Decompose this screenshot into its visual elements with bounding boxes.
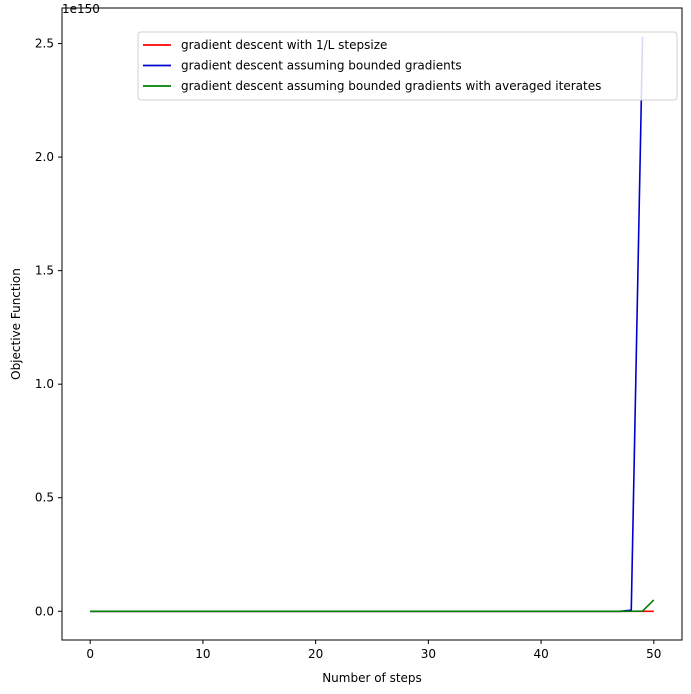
x-tick-label: 50 bbox=[646, 647, 661, 661]
legend-entry-1: gradient descent assuming bounded gradie… bbox=[181, 59, 462, 73]
plot-background bbox=[62, 8, 682, 640]
y-tick-label: 0.0 bbox=[35, 604, 54, 618]
y-tick-label: 2.5 bbox=[35, 37, 54, 51]
x-axis-label: Number of steps bbox=[322, 671, 422, 685]
x-axis-ticks: 0 10 20 30 40 50 bbox=[86, 640, 661, 661]
legend-entry-0: gradient descent with 1/L stepsize bbox=[181, 38, 387, 52]
y-tick-label: 1.0 bbox=[35, 377, 54, 391]
x-tick-label: 10 bbox=[195, 647, 210, 661]
y-tick-label: 2.0 bbox=[35, 150, 54, 164]
y-tick-label: 0.5 bbox=[35, 491, 54, 505]
x-tick-label: 0 bbox=[86, 647, 94, 661]
legend: gradient descent with 1/L stepsize gradie… bbox=[137, 31, 678, 101]
y-axis-label: Objective Function bbox=[9, 268, 23, 380]
series-line-2 bbox=[90, 599, 655, 613]
legend-frame bbox=[137, 31, 678, 101]
x-tick-label: 40 bbox=[533, 647, 548, 661]
x-tick-label: 20 bbox=[308, 647, 323, 661]
y-tick-label: 1.5 bbox=[35, 264, 54, 278]
series-layer bbox=[90, 36, 655, 613]
legend-entry-2: gradient descent assuming bounded gradie… bbox=[181, 79, 601, 93]
y-axis-ticks: 0.0 0.5 1.0 1.5 2.0 2.5 bbox=[35, 37, 62, 618]
y-offset-text: 1e150 bbox=[62, 2, 100, 16]
plot-frame bbox=[61, 7, 683, 641]
x-tick-label: 30 bbox=[421, 647, 436, 661]
